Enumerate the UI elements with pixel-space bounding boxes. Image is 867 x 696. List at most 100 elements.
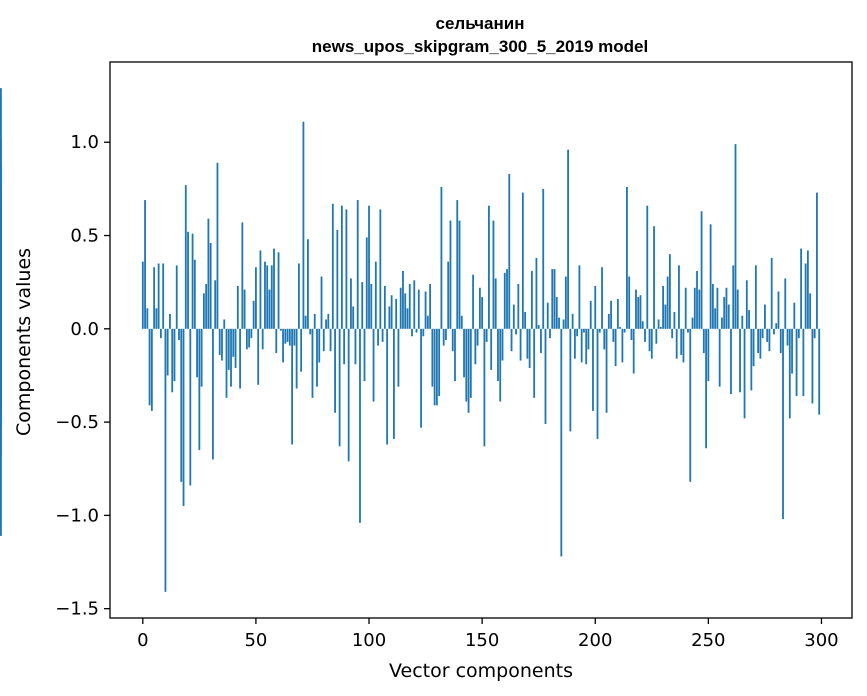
bar-component-295 — [809, 293, 812, 329]
bar-component-172 — [530, 270, 533, 329]
bar-component-238 — [680, 328, 683, 355]
bar-component-249 — [705, 328, 707, 449]
bar-component-204 — [603, 328, 606, 350]
bar-component-158 — [499, 328, 502, 402]
bar-component-268 — [748, 310, 750, 329]
bar-component-161 — [506, 269, 508, 329]
bar-component-234 — [671, 328, 674, 339]
bar-component-34 — [218, 328, 221, 355]
x-axis-label: Vector components — [389, 660, 573, 682]
bar-component-25 — [198, 328, 201, 451]
bar-component-217 — [632, 328, 635, 374]
x-tick-label-200: 200 — [578, 630, 612, 651]
bar-component-259 — [727, 304, 730, 329]
bar-component-296 — [811, 328, 814, 404]
bar-component-266 — [743, 328, 746, 419]
bar-component-119 — [411, 328, 413, 337]
bar-component-70 — [300, 328, 303, 372]
bar-component-43 — [239, 328, 241, 389]
bar-component-245 — [696, 270, 698, 329]
bar-component-undefined — [0, 328, 2, 387]
bar-component-211 — [619, 326, 622, 329]
bars-group — [0, 88, 821, 592]
y-tick-label-4: 0.5 — [70, 226, 99, 247]
bar-component-207 — [610, 300, 612, 329]
bar-component-87 — [338, 328, 341, 447]
bar-component-223 — [646, 205, 649, 329]
bar-component-156 — [494, 278, 497, 329]
bar-component-243 — [691, 317, 694, 329]
bar-component-44 — [241, 222, 244, 329]
bar-component-142 — [463, 328, 465, 378]
x-tick-label-300: 300 — [804, 630, 838, 651]
bar-component-276 — [766, 328, 769, 342]
bar-component-184 — [558, 317, 560, 329]
bar-component-167 — [519, 328, 522, 361]
bar-component-118 — [408, 284, 411, 329]
bar-component-40 — [232, 328, 235, 357]
bar-component-131 — [438, 328, 441, 396]
bar-component-219 — [637, 297, 640, 329]
bar-component-182 — [553, 269, 556, 329]
bar-component-12 — [169, 313, 171, 329]
bar-component-23 — [193, 259, 196, 329]
bar-component-22 — [191, 233, 194, 329]
bar-component-233 — [668, 254, 671, 329]
bar-component-2 — [146, 308, 149, 329]
bar-component-180 — [549, 328, 551, 339]
bar-component-66 — [291, 328, 294, 445]
bar-component-164 — [512, 304, 515, 329]
bar-component-183 — [555, 297, 558, 329]
y-tick-label-1: −1.0 — [55, 505, 99, 526]
bar-component-9 — [162, 263, 165, 329]
bar-component-221 — [641, 321, 644, 329]
bar-component-17 — [180, 328, 183, 482]
bar-component-165 — [515, 328, 517, 335]
bar-component-283 — [782, 328, 784, 520]
bar-component-299 — [818, 328, 821, 415]
bar-component-162 — [508, 173, 511, 329]
bar-component-133 — [442, 328, 445, 346]
bar-component-103 — [374, 261, 377, 329]
bar-component-110 — [390, 295, 393, 329]
bar-component-258 — [725, 287, 728, 329]
bar-component-218 — [635, 289, 637, 329]
bar-component-215 — [628, 276, 631, 329]
bar-component-53 — [261, 328, 264, 350]
bar-component-108 — [386, 328, 389, 445]
bar-component-132 — [440, 187, 443, 329]
x-tick-label-100: 100 — [352, 630, 386, 651]
bar-component-24 — [196, 328, 198, 378]
bar-component-225 — [650, 328, 653, 359]
chart-title: сельчанин — [436, 14, 525, 33]
bar-component-293 — [804, 263, 807, 329]
bar-component-59 — [275, 328, 278, 354]
bar-component-235 — [673, 312, 676, 329]
bar-component-113 — [397, 328, 400, 387]
bar-component-undefined — [0, 328, 2, 536]
bar-component-52 — [259, 250, 262, 329]
bar-component-152 — [485, 328, 488, 342]
bar-component-51 — [257, 328, 260, 385]
bar-component-151 — [483, 328, 486, 447]
bar-component-45 — [243, 289, 246, 329]
bar-component-58 — [273, 248, 275, 329]
bar-component-220 — [639, 295, 642, 329]
bar-component-282 — [779, 328, 782, 354]
bar-component-291 — [800, 248, 803, 329]
bar-component-138 — [454, 328, 456, 382]
bar-component-202 — [598, 328, 601, 333]
bar-component-198 — [589, 300, 592, 329]
bar-component-10 — [164, 328, 167, 592]
bar-component-174 — [535, 257, 538, 329]
bar-component-64 — [286, 328, 289, 342]
bar-component-292 — [802, 328, 805, 396]
bar-component-85 — [334, 328, 336, 413]
bar-component-289 — [795, 328, 798, 396]
bar-component-65 — [288, 328, 291, 346]
bar-component-281 — [777, 291, 780, 329]
bar-component-46 — [245, 328, 248, 350]
bar-component-19 — [184, 185, 187, 329]
